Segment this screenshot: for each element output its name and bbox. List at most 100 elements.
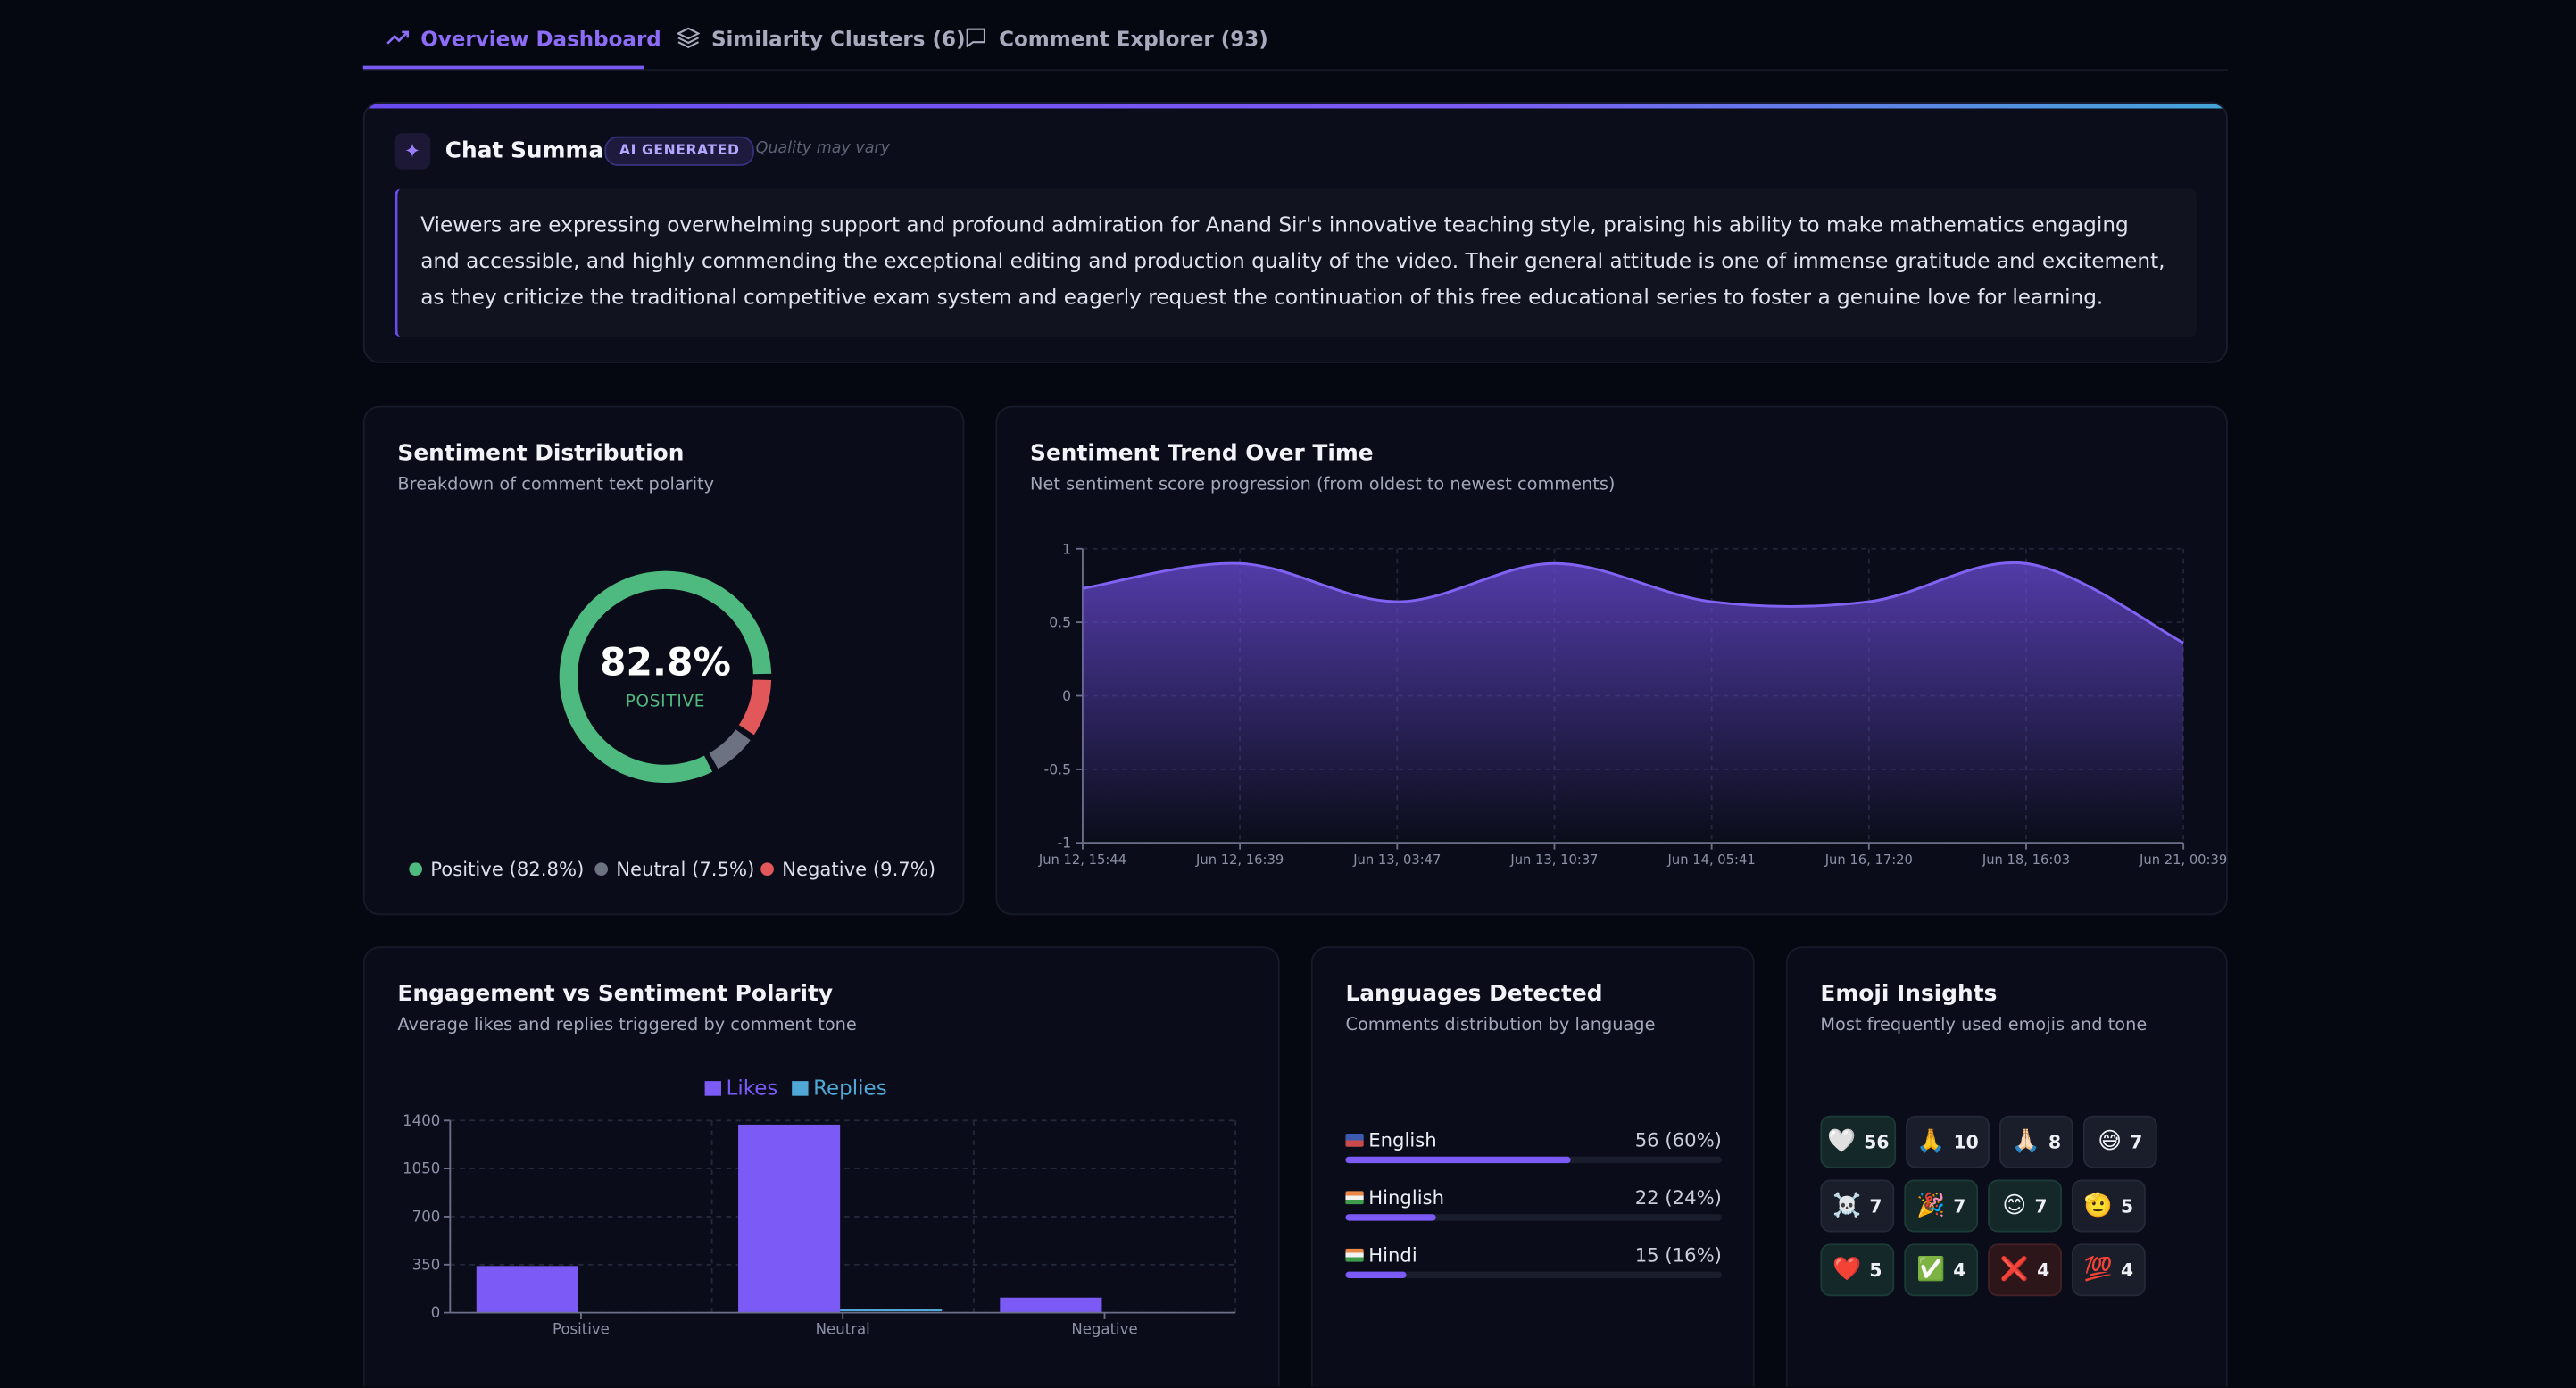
emoji-count: 5 <box>2121 1195 2134 1217</box>
card-title: Languages Detected <box>1345 980 1603 1008</box>
emoji-chip: ✅ 4 <box>1904 1243 1979 1297</box>
bar-likes-negative <box>1000 1297 1102 1313</box>
summary-text: Viewers are expressing overwhelming supp… <box>394 188 2197 337</box>
emoji-glyph: ✅ <box>1915 1257 1946 1284</box>
negative-dot <box>760 862 774 877</box>
card-subtitle: Net sentiment score progression (from ol… <box>1030 474 1616 495</box>
card-title: Engagement vs Sentiment Polarity <box>397 980 834 1008</box>
emoji-chip: 🙏🏻 8 <box>1999 1115 2073 1168</box>
trend-area <box>1082 562 2184 844</box>
donut-center-value: 82.8% <box>599 642 731 686</box>
summary-gradient-bar <box>364 103 2227 109</box>
y-tick-label: 0 <box>431 1304 441 1321</box>
chat-summary-card: ✦ Chat Summary AI GENERATED Quality may … <box>362 102 2228 363</box>
donut-slice-positive <box>557 569 773 785</box>
sentiment-donut-chart <box>557 569 773 785</box>
legend-label-replies: Replies <box>813 1077 887 1101</box>
emoji-glyph: 😊 <box>2002 1193 2027 1219</box>
language-name: English <box>1368 1128 1437 1152</box>
y-tick-label: 1 <box>1062 540 1071 557</box>
tab-overview-dashboard[interactable]: Overview Dashboard <box>386 21 661 54</box>
emoji-glyph: ❤️ <box>1832 1257 1862 1284</box>
language-row-english: English 56 (60%) <box>1345 1128 1722 1177</box>
y-tick-label: 1050 <box>403 1160 440 1177</box>
sentiment-trend-card: Sentiment Trend Over Time Net sentiment … <box>995 405 2228 916</box>
india-flag-icon <box>1345 1248 1364 1262</box>
y-tick-label: -1 <box>1057 835 1071 852</box>
language-bar-track <box>1345 1156 1722 1164</box>
tab-comment-explorer[interactable]: Comment Explorer (93) <box>964 21 1268 54</box>
y-tick-label: 350 <box>412 1256 441 1273</box>
language-bar-fill <box>1345 1214 1436 1221</box>
ai-generated-badge: AI GENERATED <box>604 136 755 166</box>
x-tick-label: Jun 14, 05:41 <box>1667 852 1756 868</box>
x-tick-label: Jun 21, 00:39 <box>2139 852 2227 868</box>
active-tab-indicator <box>362 65 644 70</box>
card-title: Emoji Insights <box>1820 980 1998 1008</box>
quality-note: Quality may vary <box>755 139 890 158</box>
x-tick-label: Jun 12, 15:44 <box>1038 852 1126 868</box>
language-value: 56 (60%) <box>1634 1128 1722 1152</box>
y-tick-label: 0 <box>1062 687 1071 704</box>
emoji-glyph: 🙏 <box>1916 1128 1946 1155</box>
emoji-glyph: ☠️ <box>1832 1193 1862 1219</box>
emoji-count: 4 <box>1953 1259 1966 1281</box>
emoji-count: 8 <box>2048 1131 2062 1153</box>
emoji-count: 4 <box>2037 1259 2050 1281</box>
emoji-chip: ❌ 4 <box>1988 1243 2062 1297</box>
trend-line <box>1082 561 2184 644</box>
language-bar-track <box>1345 1271 1722 1278</box>
emoji-chip: 🤍 56 <box>1820 1115 1897 1168</box>
card-subtitle: Comments distribution by language <box>1345 1015 1656 1035</box>
x-tick-label: Jun 13, 10:37 <box>1509 852 1598 868</box>
india-flag-icon <box>1345 1191 1364 1205</box>
legend-swatch-replies <box>792 1081 809 1096</box>
legend-negative: Negative (9.7%) <box>760 858 935 881</box>
emoji-chip: 🎉 7 <box>1904 1179 1979 1233</box>
emoji-glyph: 🙏🏻 <box>2011 1128 2040 1155</box>
sparkles-icon: ✦ <box>394 133 431 170</box>
emoji-count: 7 <box>1869 1195 1882 1217</box>
engagement-card: Engagement vs Sentiment Polarity Average… <box>362 946 1280 1387</box>
card-subtitle: Average likes and replies triggered by c… <box>397 1015 857 1035</box>
tab-label: Comment Explorer (93) <box>999 25 1268 51</box>
language-name: Hindi <box>1368 1243 1417 1267</box>
emoji-glyph: 🫡 <box>2083 1193 2113 1219</box>
emoji-count: 56 <box>1864 1131 1890 1153</box>
emoji-chip: ☠️ 7 <box>1820 1179 1895 1233</box>
emoji-count: 7 <box>2130 1131 2143 1153</box>
x-tick-label: Neutral <box>816 1321 870 1338</box>
language-row-hindi: Hindi 15 (16%) <box>1345 1243 1722 1292</box>
tab-similarity-clusters[interactable]: Similarity Clusters (6) <box>677 21 965 54</box>
bar-replies-neutral <box>840 1309 943 1312</box>
emoji-glyph: 🤍 <box>1826 1128 1857 1155</box>
emoji-count: 7 <box>1953 1195 1966 1217</box>
emoji-glyph: 😅 <box>2098 1128 2123 1155</box>
emoji-count: 7 <box>2034 1195 2048 1217</box>
tab-label: Similarity Clusters (6) <box>710 25 966 51</box>
emoji-chip: 🙏 10 <box>1906 1115 1990 1168</box>
tab-label: Overview Dashboard <box>420 25 661 51</box>
x-tick-label: Positive <box>553 1321 610 1338</box>
x-tick-label: Jun 12, 16:39 <box>1195 852 1284 868</box>
us-flag-icon <box>1345 1134 1364 1147</box>
card-title: Sentiment Distribution <box>397 440 685 467</box>
emoji-count: 5 <box>1869 1259 1882 1281</box>
language-bar-fill <box>1345 1271 1406 1278</box>
bar-likes-neutral <box>738 1124 841 1313</box>
x-tick-label: Jun 16, 17:20 <box>1824 852 1913 868</box>
emoji-count: 4 <box>2121 1259 2134 1281</box>
y-tick-label: -0.5 <box>1044 760 1072 777</box>
y-tick-label: 0.5 <box>1049 614 1071 631</box>
emoji-chip: ❤️ 5 <box>1820 1243 1895 1297</box>
emoji-chip: 💯 4 <box>2071 1243 2146 1297</box>
tab-bar: Overview Dashboard Similarity Clusters (… <box>362 0 2228 71</box>
summary-title: Chat Summary <box>445 137 629 165</box>
legend-label: Neutral (7.5%) <box>616 857 755 881</box>
emoji-chip: 😅 7 <box>2082 1115 2157 1168</box>
sentiment-distribution-card: Sentiment Distribution Breakdown of comm… <box>362 405 965 916</box>
x-tick-label: Jun 13, 03:47 <box>1352 852 1441 868</box>
legend-label-likes: Likes <box>727 1077 778 1101</box>
neutral-dot <box>594 862 609 877</box>
emoji-glyph: ❌ <box>1999 1257 2029 1284</box>
